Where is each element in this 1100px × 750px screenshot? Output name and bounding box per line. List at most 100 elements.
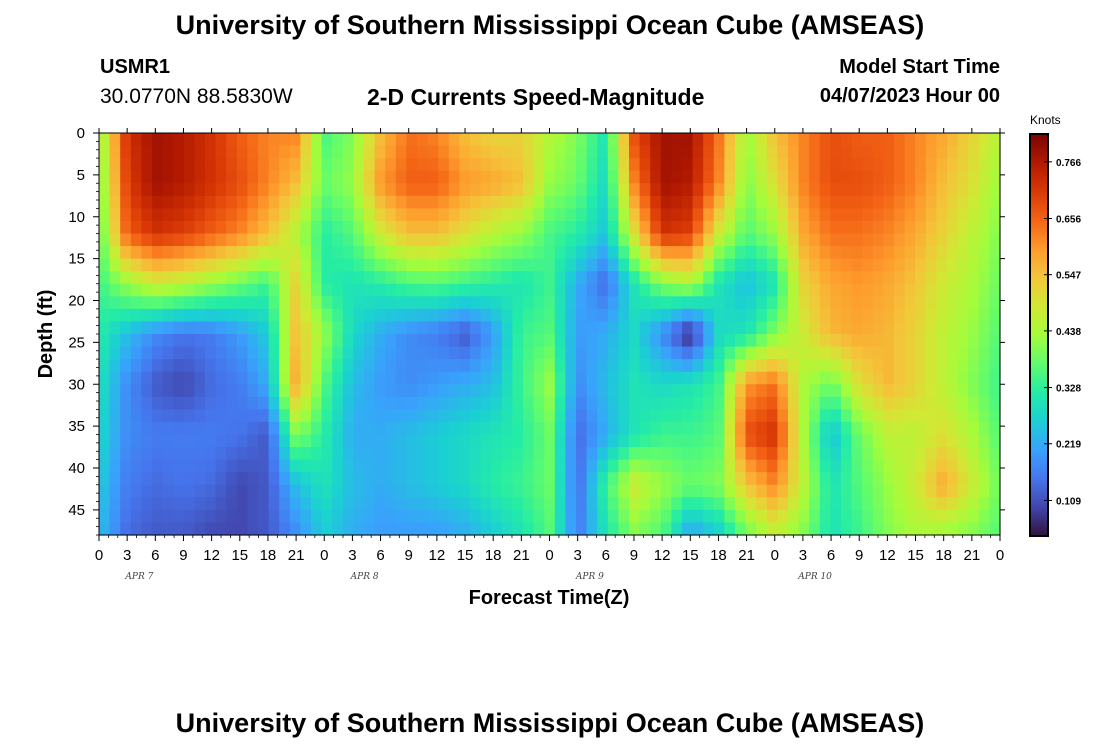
heatmap-cell (692, 208, 704, 222)
heatmap-cell (427, 384, 439, 398)
heatmap-cell (629, 371, 641, 385)
heatmap-cell (258, 472, 270, 486)
heatmap-cell (141, 484, 153, 498)
heatmap-cell (682, 271, 694, 285)
heatmap-cell (957, 371, 969, 385)
heatmap-cell (141, 421, 153, 436)
heatmap-cell (639, 472, 651, 486)
heatmap-cell (957, 409, 969, 423)
heatmap-cell (152, 334, 164, 348)
heatmap-cell (936, 346, 948, 360)
heatmap-cell (586, 220, 598, 235)
heatmap-cell (448, 170, 460, 184)
heatmap-cell (194, 158, 206, 172)
heatmap-cell (713, 371, 725, 385)
heatmap-cell (99, 359, 111, 373)
heatmap-cell (607, 384, 619, 398)
heatmap-cell (279, 158, 291, 172)
heatmap-cell (215, 421, 227, 436)
heatmap-cell (215, 396, 227, 410)
heatmap-cell (894, 384, 906, 398)
heatmap-cell (565, 145, 577, 159)
heatmap-cell (321, 497, 333, 511)
heatmap-cell (629, 158, 641, 172)
heatmap-cell (565, 497, 577, 511)
heatmap-cell (120, 434, 132, 448)
heatmap-cell (809, 246, 821, 260)
heatmap-cell (417, 208, 429, 222)
heatmap-cell (353, 195, 365, 209)
heatmap-cell (724, 195, 736, 209)
heatmap-cell (353, 220, 365, 235)
heatmap-cell (565, 447, 577, 461)
heatmap-cell (491, 334, 503, 348)
heatmap-cell (459, 170, 471, 184)
heatmap-cell (735, 509, 747, 524)
heatmap-cell (501, 472, 513, 486)
heatmap-cell (586, 133, 598, 147)
heatmap-cell (258, 384, 270, 398)
heatmap-cell (724, 434, 736, 448)
heatmap-cell (597, 484, 609, 498)
heatmap-cell (745, 246, 757, 260)
heatmap-cell (258, 246, 270, 260)
heatmap-cell (268, 459, 280, 473)
heatmap-cell (713, 220, 725, 235)
heatmap-cell (872, 158, 884, 172)
heatmap-cell (745, 283, 757, 297)
heatmap-cell (183, 509, 195, 524)
heatmap-cell (523, 283, 535, 297)
heatmap-cell (915, 509, 927, 524)
heatmap-cell (968, 396, 980, 410)
heatmap-cell (554, 283, 566, 297)
heatmap-cell (321, 434, 333, 448)
heatmap-cell (162, 409, 174, 423)
heatmap-cell (459, 346, 471, 360)
x-tick-label: 21 (738, 547, 755, 564)
heatmap-cell (989, 359, 1001, 373)
heatmap-cell (703, 170, 715, 184)
heatmap-cell (342, 472, 354, 486)
heatmap-cell (289, 396, 301, 410)
heatmap-cell (268, 509, 280, 524)
heatmap-cell (321, 509, 333, 524)
heatmap-cell (438, 384, 450, 398)
heatmap-cell (173, 271, 185, 285)
heatmap-cell (533, 233, 545, 247)
heatmap-cell (544, 208, 556, 222)
heatmap-cell (692, 271, 704, 285)
heatmap-cell (99, 459, 111, 473)
heatmap-cell (809, 133, 821, 147)
heatmap-cell (819, 509, 831, 524)
heatmap-cell (438, 359, 450, 373)
heatmap-cell (236, 447, 248, 461)
heatmap-cell (978, 258, 990, 272)
heatmap-cell (247, 421, 259, 436)
heatmap-cell (862, 258, 874, 272)
heatmap-cell (872, 170, 884, 184)
heatmap-cell (141, 472, 153, 486)
heatmap-cell (745, 434, 757, 448)
heatmap-cell (703, 522, 715, 536)
heatmap-cell (894, 396, 906, 410)
heatmap-cell (925, 421, 937, 436)
heatmap-cell (565, 459, 577, 473)
heatmap-cell (565, 434, 577, 448)
heatmap-cell (682, 220, 694, 235)
heatmap-cell (459, 384, 471, 398)
heatmap-cell (872, 371, 884, 385)
heatmap-cell (798, 258, 810, 272)
heatmap-cell (99, 447, 111, 461)
heatmap-cell (236, 396, 248, 410)
heatmap-cell (936, 522, 948, 536)
heatmap-cell (406, 296, 418, 310)
heatmap-cell (671, 296, 683, 310)
heatmap-cell (639, 409, 651, 423)
x-tick-label: 9 (855, 547, 863, 564)
heatmap-cell (650, 384, 662, 398)
heatmap-cell (332, 484, 344, 498)
heatmap-cell (819, 359, 831, 373)
heatmap-cell (332, 145, 344, 159)
heatmap-cell (300, 133, 312, 147)
heatmap-cell (692, 472, 704, 486)
